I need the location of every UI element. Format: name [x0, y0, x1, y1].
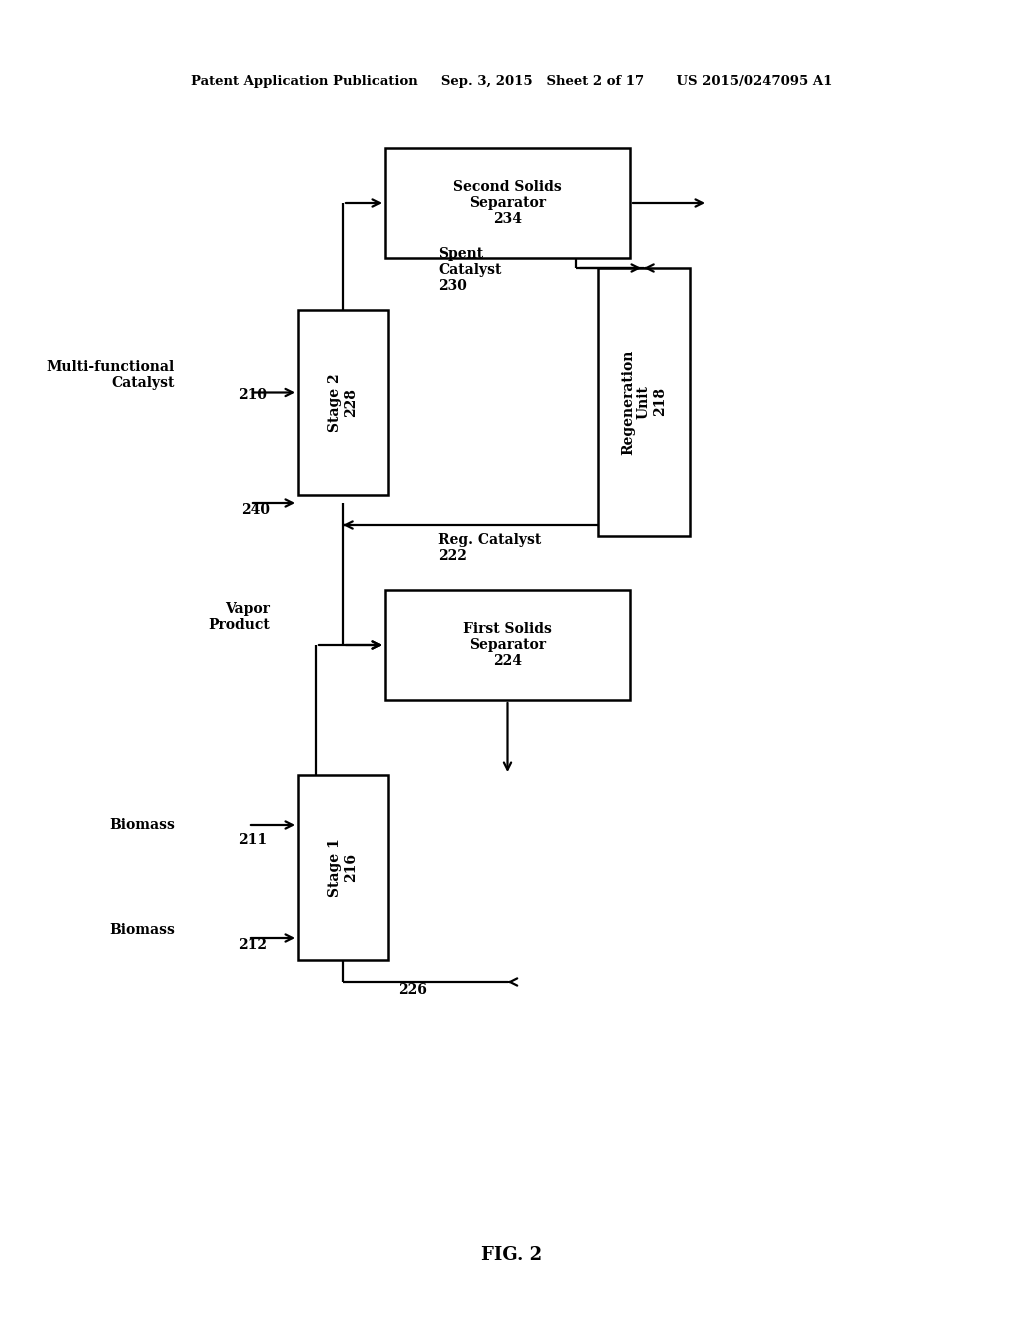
Text: 240: 240 — [241, 503, 270, 517]
Text: 212: 212 — [238, 939, 267, 952]
Text: Second Solids
Separator
234: Second Solids Separator 234 — [454, 180, 562, 226]
Text: 211: 211 — [238, 833, 267, 847]
Text: Reg. Catalyst
222: Reg. Catalyst 222 — [438, 533, 542, 564]
Text: FIG. 2: FIG. 2 — [481, 1246, 543, 1265]
Text: Stage 1
216: Stage 1 216 — [328, 838, 358, 896]
Text: First Solids
Separator
224: First Solids Separator 224 — [463, 622, 552, 668]
Bar — [598, 268, 690, 536]
Text: Spent
Catalyst
230: Spent Catalyst 230 — [438, 247, 502, 293]
Text: Biomass: Biomass — [110, 818, 175, 832]
Text: Regeneration
Unit
218: Regeneration Unit 218 — [621, 350, 668, 454]
Text: Vapor
Product: Vapor Product — [208, 602, 270, 632]
Text: Stage 2
228: Stage 2 228 — [328, 374, 358, 432]
Bar — [385, 148, 630, 257]
Bar — [385, 590, 630, 700]
Text: Biomass: Biomass — [110, 923, 175, 937]
Bar — [298, 775, 388, 960]
Text: Patent Application Publication     Sep. 3, 2015   Sheet 2 of 17       US 2015/02: Patent Application Publication Sep. 3, 2… — [191, 75, 833, 88]
Text: 226: 226 — [398, 983, 427, 997]
Text: Multi-functional
Catalyst: Multi-functional Catalyst — [47, 360, 175, 391]
Bar — [298, 310, 388, 495]
Text: 210: 210 — [238, 388, 267, 403]
